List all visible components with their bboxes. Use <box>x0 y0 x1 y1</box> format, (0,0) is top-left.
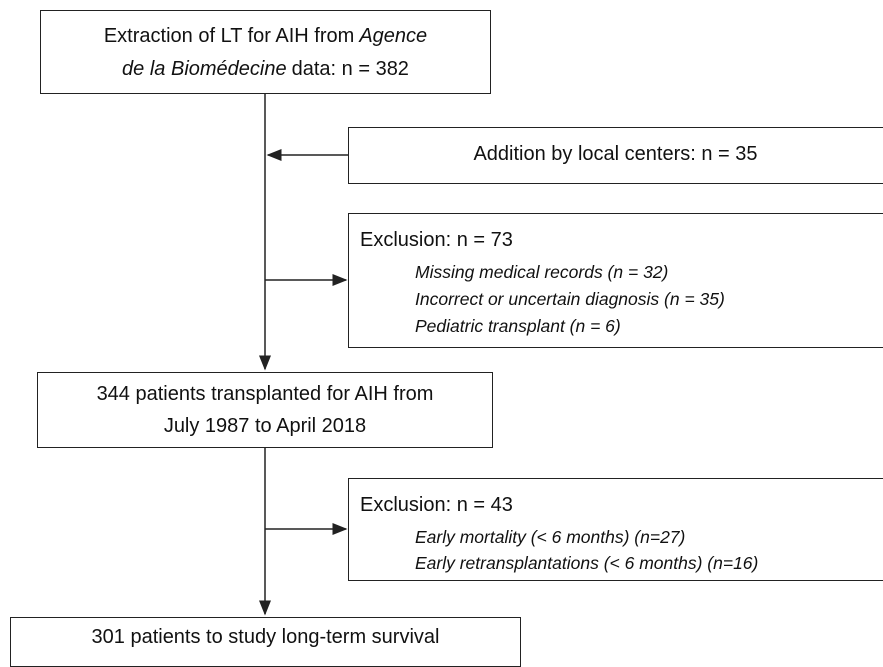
text: 344 patients transplanted for AIH from <box>96 383 434 405</box>
extraction-box: Extraction of LT for AIH from Agence de l… <box>40 10 491 94</box>
addition-box: Addition by local centers: n = 35 <box>348 127 883 184</box>
box-item: Early retransplantations (< 6 months) (n… <box>415 553 759 573</box>
text: Extraction of LT for AIH from <box>103 25 355 47</box>
box-item: Early mortality (< 6 months) (n=27) <box>415 527 686 547</box>
box-line: Extraction of LT for AIH from Agence <box>41 25 490 48</box>
box-item: Pediatric transplant (n = 6) <box>415 316 621 336</box>
text: Addition by local centers: n = 35 <box>473 143 758 165</box>
box-line: Addition by local centers: n = 35 <box>349 143 882 166</box>
box-title: Exclusion: n = 73 <box>360 229 513 251</box>
text: data: n = 382 <box>291 58 409 80</box>
exclusion-box: Exclusion: n = 73 Missing medical record… <box>348 213 883 348</box>
box-line: 344 patients transplanted for AIH from <box>38 383 492 406</box>
box-line: 301 patients to study long-term survival <box>11 626 520 649</box>
connectors <box>259 93 348 616</box>
flowchart: Extraction of LT for AIH from Agence de l… <box>10 10 883 667</box>
exclusion-box: Exclusion: n = 43 Early mortality (< 6 m… <box>348 478 883 581</box>
text: Agence <box>359 25 428 47</box>
text: 301 patients to study long-term survival <box>91 626 440 648</box>
text: July 1987 to April 2018 <box>163 415 367 437</box>
box-item: Missing medical records (n = 32) <box>415 262 669 282</box>
box-item: Incorrect or uncertain diagnosis (n = 35… <box>415 289 725 309</box>
box-line: de la Biomédecine data: n = 382 <box>41 58 490 81</box>
text: de la Biomédecine <box>122 58 287 80</box>
box-line: July 1987 to April 2018 <box>38 415 492 438</box>
box-title: Exclusion: n = 43 <box>360 494 513 516</box>
final-box: 301 patients to study long-term survival <box>10 617 521 667</box>
cohort-box: 344 patients transplanted for AIH from J… <box>37 372 493 448</box>
